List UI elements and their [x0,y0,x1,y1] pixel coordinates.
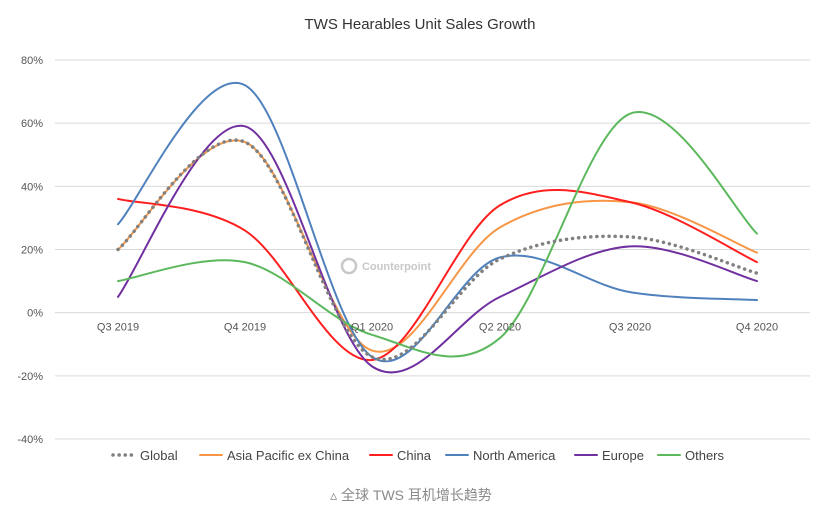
y-tick-label: 20% [21,245,43,257]
series-line-europe [117,125,758,374]
legend-label: North America [473,448,556,463]
x-axis-ticks: Q3 2019 Q4 2019 Q1 2020 Q2 2020 Q3 2020 Q4 20… [97,322,778,334]
legend-label: Global [140,448,178,463]
legend-label: Europe [602,448,644,463]
figure-caption: ▵ 全球 TWS 耳机增长趋势 [330,487,492,503]
legend: Global Asia Pacific ex China China North Am… [111,448,725,463]
legend-label: Others [685,448,725,463]
x-tick-label: Q4 2020 [736,322,778,334]
y-tick-label: 60% [21,118,43,130]
legend-label: China [397,448,432,463]
x-tick-label: Q3 2019 [97,322,139,334]
watermark-logo-icon [340,257,358,275]
y-tick-label: -20% [17,371,43,383]
x-tick-label: Q3 2020 [609,322,651,334]
x-tick-label: Q1 2020 [351,322,393,334]
x-tick-label: Q2 2020 [479,322,521,334]
grid [55,59,810,440]
watermark-text: Counterpoint [362,261,431,273]
series-line-china [117,189,758,362]
y-tick-label: -40% [17,434,43,446]
chart-title: TWS Hearables Unit Sales Growth [305,16,536,33]
x-tick-label: Q4 2019 [224,322,266,334]
watermark: Counterpoint [340,257,431,275]
y-tick-label: 0% [27,308,43,320]
legend-label: Asia Pacific ex China [227,448,350,463]
series-line-north-america [117,81,758,363]
series-line-others [117,110,758,358]
series-layer [116,81,759,374]
y-tick-label: 40% [21,181,43,193]
series-line-global [116,138,759,362]
y-axis-ticks: -40% -20% 0% 20% 40% 60% 80% [17,55,43,446]
y-tick-label: 80% [21,55,43,67]
